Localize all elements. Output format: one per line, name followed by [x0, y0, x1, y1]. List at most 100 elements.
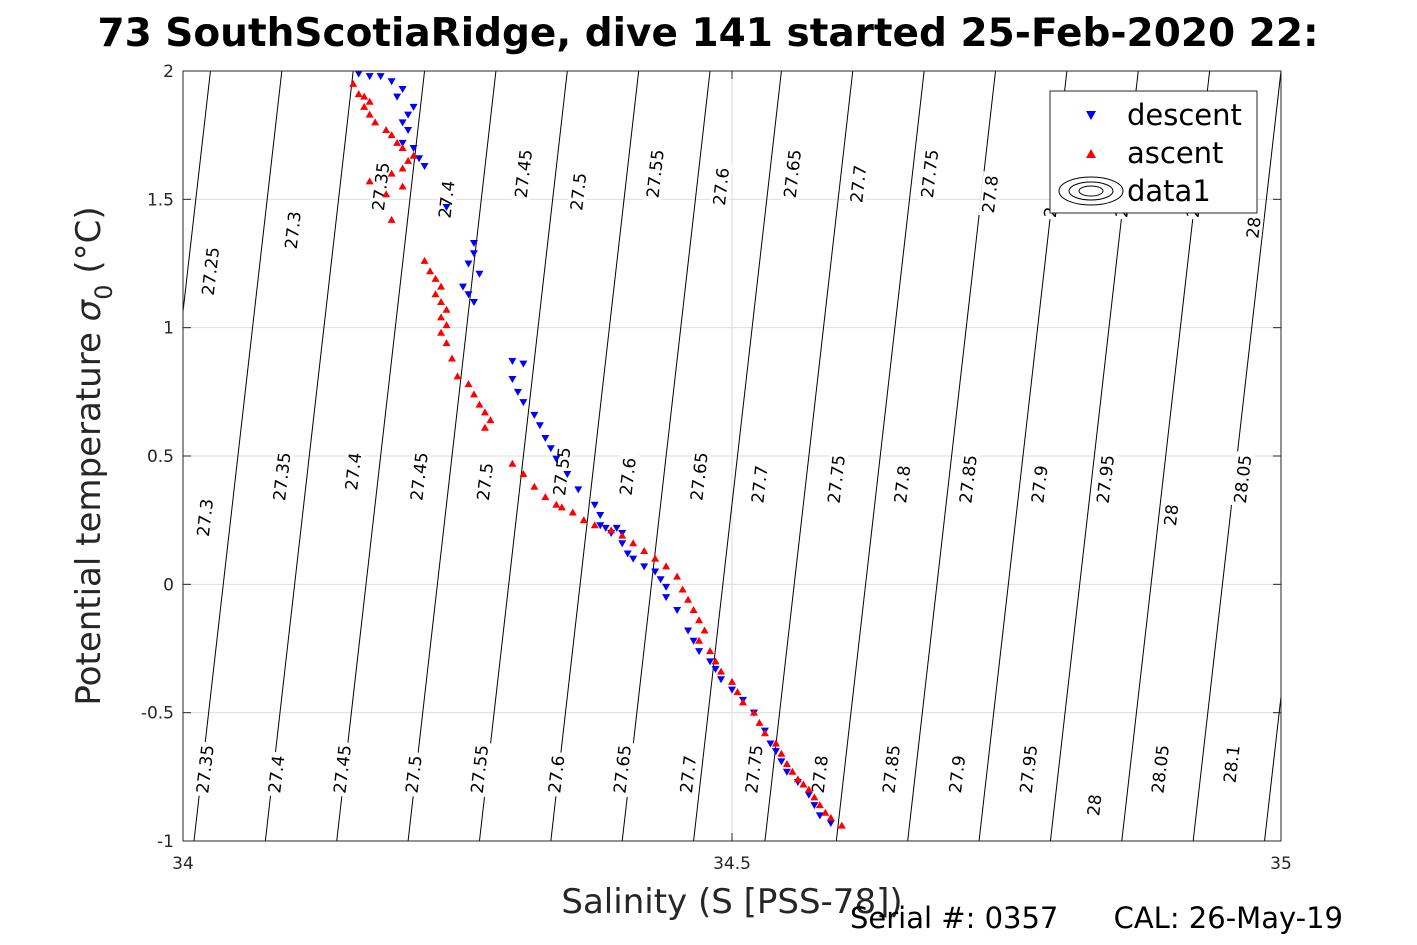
ascent-point	[382, 126, 391, 134]
descent-point	[612, 524, 621, 532]
isopycnal-label-group: 27.65	[780, 145, 806, 202]
ascent-point	[749, 708, 758, 716]
x-tick-label: 34	[172, 854, 194, 874]
descent-point	[398, 85, 407, 93]
ascent-point	[793, 775, 802, 783]
descent-point	[826, 820, 835, 828]
isopycnal-label-group: 27.8	[890, 461, 915, 508]
calibration-date: CAL: 26-May-19	[1114, 901, 1343, 935]
y-tick-label: 1.5	[147, 190, 174, 210]
isopycnal-label: 27.4	[265, 754, 289, 794]
isopycnal-label-group: 27.8	[808, 751, 833, 798]
descent-point	[469, 299, 478, 306]
descent-point	[404, 111, 413, 119]
ascent-point	[453, 372, 462, 380]
isopycnal-label-group: 27.8	[978, 171, 1003, 218]
ascent-point	[837, 821, 846, 829]
ascent-point	[387, 169, 396, 177]
ascent-point	[530, 482, 539, 490]
descent-point	[552, 455, 561, 463]
descent-point	[546, 445, 555, 453]
isopycnal-line	[336, 71, 426, 841]
y-tick-label: -0.5	[141, 704, 174, 724]
isopycnal-label-bg	[544, 751, 568, 798]
ascent-point	[618, 531, 627, 539]
isopycnal-label-group: 27.3	[281, 207, 306, 254]
isopycnal-label-bg	[956, 451, 981, 507]
isopycnal-label-group: 27.35	[368, 158, 394, 215]
descent-point	[541, 435, 550, 443]
descent-point	[365, 73, 374, 81]
descent-point	[695, 648, 704, 656]
descent-point	[354, 71, 363, 78]
descent-point	[508, 376, 517, 383]
descent-point	[711, 666, 720, 674]
y-axis-label: Potential temperature σ0 (°C)	[69, 206, 118, 705]
descent-point	[656, 576, 665, 584]
descent-point	[629, 555, 638, 563]
isopycnal-label: 27.7	[748, 464, 772, 504]
ascent-point	[469, 390, 478, 398]
ascent-point	[475, 400, 484, 408]
isopycnal-label-bg	[978, 171, 1002, 218]
descent-point	[513, 388, 522, 396]
descent-point	[519, 360, 528, 368]
descent-point	[662, 583, 671, 591]
isopycnal-label: 27.9	[1028, 464, 1052, 504]
ascent-point	[552, 500, 561, 508]
isopycnal-label: 27.5	[402, 754, 426, 794]
isopycnal-label: 27.6	[617, 457, 641, 497]
descent-point	[464, 260, 473, 268]
descent-point	[508, 358, 517, 366]
isopycnal-label: 27.5	[474, 462, 498, 502]
isopycnal-line	[407, 71, 497, 841]
ascent-point	[360, 102, 369, 110]
isopycnal-label: 27.3	[282, 210, 306, 250]
isopycnal-label-bg	[192, 741, 217, 797]
ascent-point	[354, 90, 363, 98]
ascent-point	[393, 138, 402, 146]
legend-ascent-label: ascent	[1127, 136, 1223, 170]
descent-point	[706, 658, 715, 666]
isopycnal-label-bg	[709, 163, 733, 210]
isopycnal-label-bg	[402, 751, 426, 798]
ascent-point	[557, 503, 566, 511]
ascent-point	[387, 215, 396, 223]
isopycnal-line	[193, 71, 283, 841]
descent-point	[475, 270, 484, 278]
legend-ascent-marker	[1086, 149, 1096, 158]
isopycnal-label-bg	[1084, 792, 1105, 819]
y-axis-label-subscript: 0	[90, 284, 118, 299]
descent-point	[409, 103, 418, 111]
isopycnal-label-bg	[1243, 214, 1264, 241]
isopycnal-line	[693, 71, 782, 841]
descent-point	[420, 162, 429, 170]
isopycnal-label: 27.8	[891, 464, 915, 504]
isopycnal-label: 27.5	[567, 172, 591, 212]
x-axis-label: Salinity (S [PSS-78])	[561, 882, 902, 922]
descent-point	[651, 568, 660, 576]
descent-point	[618, 540, 627, 548]
descent-point	[387, 78, 396, 86]
isopycnal-label-group: 28	[1160, 502, 1183, 528]
ascent-point	[464, 380, 473, 388]
descent-point	[815, 812, 824, 820]
descent-point	[684, 627, 693, 635]
descent-point	[590, 501, 599, 509]
ascent-point	[717, 667, 726, 675]
isopycnal-label-group: 28	[1084, 792, 1106, 819]
isopycnal-label-bg	[890, 461, 914, 508]
ascent-point	[480, 423, 489, 431]
isopycnal-label-bg	[945, 751, 969, 798]
ascent-point	[404, 156, 413, 164]
x-axis: 34 34.5 35	[172, 71, 1292, 874]
isopycnal-label-bg	[264, 751, 288, 798]
isopycnal-label: 28	[1084, 793, 1106, 817]
ascent-point	[508, 459, 517, 467]
ascent-point	[662, 562, 671, 570]
isopycnal-label-bg	[748, 461, 771, 508]
isopycnal-label-bg	[1220, 741, 1244, 787]
isopycnal-label-bg	[511, 145, 536, 202]
descent-point	[519, 399, 528, 407]
